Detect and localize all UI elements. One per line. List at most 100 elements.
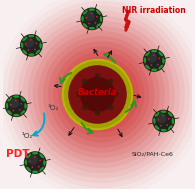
Circle shape [33, 26, 170, 163]
Ellipse shape [35, 50, 40, 54]
Ellipse shape [32, 152, 38, 154]
Ellipse shape [89, 27, 95, 29]
Circle shape [96, 16, 98, 18]
Ellipse shape [83, 23, 88, 28]
Ellipse shape [160, 129, 167, 132]
FancyArrowPatch shape [33, 113, 44, 136]
Ellipse shape [168, 125, 173, 130]
Ellipse shape [22, 50, 27, 54]
Ellipse shape [89, 8, 95, 11]
Ellipse shape [144, 57, 146, 64]
Circle shape [79, 72, 124, 117]
Ellipse shape [20, 110, 25, 115]
Circle shape [38, 166, 40, 167]
Ellipse shape [153, 118, 156, 124]
Ellipse shape [32, 171, 38, 173]
Ellipse shape [43, 159, 46, 166]
Circle shape [151, 64, 152, 66]
Ellipse shape [7, 97, 12, 102]
Ellipse shape [24, 103, 27, 109]
Ellipse shape [160, 110, 167, 113]
FancyArrowPatch shape [60, 73, 71, 83]
Circle shape [43, 36, 160, 153]
Ellipse shape [28, 53, 35, 56]
Circle shape [23, 16, 180, 173]
Text: SiO₂/PAH-Ce6: SiO₂/PAH-Ce6 [131, 152, 173, 156]
Circle shape [31, 166, 33, 168]
Ellipse shape [172, 118, 174, 124]
Ellipse shape [25, 159, 27, 166]
Circle shape [39, 160, 41, 161]
Circle shape [84, 77, 119, 112]
Ellipse shape [26, 167, 31, 171]
Circle shape [88, 23, 90, 24]
Ellipse shape [151, 50, 157, 52]
Circle shape [63, 57, 139, 132]
Ellipse shape [26, 154, 31, 158]
Ellipse shape [96, 23, 101, 28]
Circle shape [15, 100, 17, 101]
Ellipse shape [35, 36, 40, 41]
Circle shape [64, 61, 131, 128]
Circle shape [19, 109, 21, 111]
Ellipse shape [145, 65, 150, 69]
Circle shape [158, 57, 160, 59]
Ellipse shape [158, 65, 163, 69]
Circle shape [29, 160, 31, 162]
Circle shape [38, 31, 165, 158]
FancyArrowPatch shape [126, 101, 136, 112]
Circle shape [82, 104, 88, 110]
Text: ³O₂: ³O₂ [47, 105, 59, 111]
Circle shape [34, 156, 35, 158]
Circle shape [20, 34, 43, 57]
Circle shape [62, 59, 133, 130]
Circle shape [10, 104, 12, 105]
Circle shape [18, 11, 185, 178]
Circle shape [68, 62, 134, 127]
Ellipse shape [83, 10, 88, 15]
Ellipse shape [7, 110, 12, 115]
Circle shape [86, 17, 87, 19]
Circle shape [80, 77, 115, 112]
Ellipse shape [39, 42, 42, 49]
Text: NIR irradiation: NIR irradiation [122, 6, 186, 15]
Circle shape [160, 125, 162, 126]
Circle shape [5, 94, 27, 117]
Circle shape [94, 87, 109, 102]
Polygon shape [125, 10, 128, 28]
Circle shape [107, 104, 113, 110]
Ellipse shape [155, 125, 160, 130]
Circle shape [153, 54, 155, 56]
Circle shape [24, 37, 34, 48]
Ellipse shape [145, 52, 150, 56]
Circle shape [95, 110, 100, 116]
Circle shape [152, 110, 175, 132]
Circle shape [76, 92, 82, 98]
Ellipse shape [13, 114, 19, 116]
Circle shape [24, 151, 46, 174]
Circle shape [156, 113, 167, 123]
Circle shape [34, 49, 36, 50]
Ellipse shape [39, 154, 44, 158]
Ellipse shape [20, 97, 25, 102]
Circle shape [90, 13, 92, 14]
Circle shape [82, 79, 88, 85]
FancyArrowPatch shape [82, 122, 93, 134]
Ellipse shape [6, 103, 8, 109]
Circle shape [28, 155, 38, 165]
Circle shape [89, 82, 114, 107]
Circle shape [12, 110, 14, 111]
Circle shape [74, 67, 129, 122]
Ellipse shape [13, 95, 19, 98]
Ellipse shape [28, 35, 35, 37]
Ellipse shape [96, 10, 101, 15]
Ellipse shape [168, 112, 173, 117]
Circle shape [148, 58, 150, 60]
Ellipse shape [100, 16, 102, 22]
Circle shape [95, 22, 96, 24]
Circle shape [143, 49, 166, 72]
Circle shape [81, 8, 103, 30]
Circle shape [48, 41, 154, 148]
Text: ¹O₂: ¹O₂ [22, 133, 33, 139]
Text: PDT: PDT [6, 149, 29, 159]
